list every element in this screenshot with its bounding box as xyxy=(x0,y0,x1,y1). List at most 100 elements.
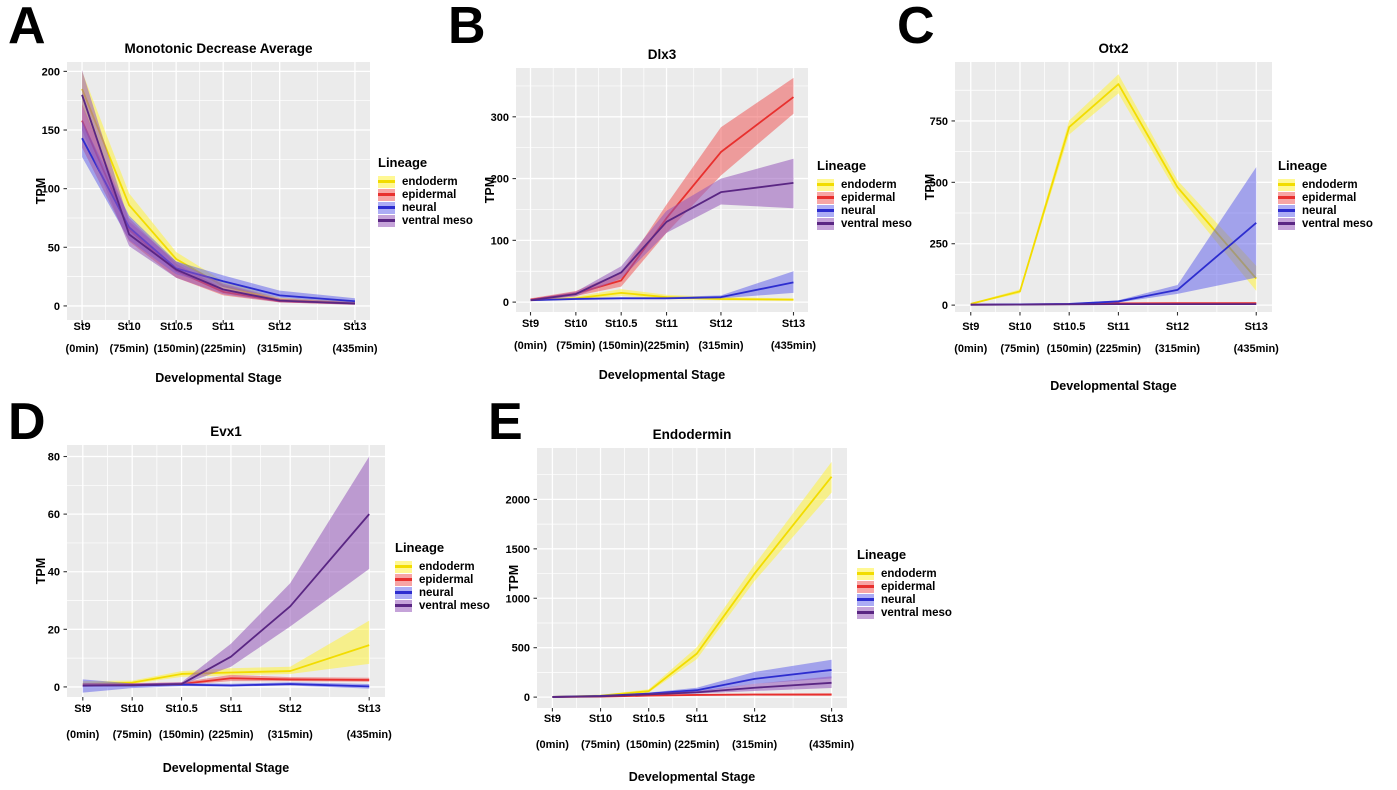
x-axis-label: Developmental Stage xyxy=(629,770,755,784)
legend-key-line xyxy=(857,572,874,575)
chart-endodermin: St9 (0min) St10 (75min) St10.5 (150min) St11 (2… xyxy=(506,427,855,784)
x-tick-label: St10 xyxy=(117,321,140,333)
x-time-label: (150min) xyxy=(159,729,205,741)
y-axis-label: TPM xyxy=(34,178,48,204)
legend-item-label: epidermal xyxy=(419,573,474,586)
x-tick-label: St9 xyxy=(74,703,91,715)
x-time-label: (315min) xyxy=(732,739,778,751)
panel-letter: C xyxy=(897,0,935,55)
chart-title: Otx2 xyxy=(1098,41,1128,56)
x-time-label: (315min) xyxy=(257,343,303,355)
legend-item-neural: neural xyxy=(1278,204,1373,217)
legend-key-line xyxy=(817,196,834,199)
legend-key-swatch xyxy=(395,586,412,599)
legend-item-label: neural xyxy=(881,593,916,606)
legend-item-label: endoderm xyxy=(402,175,458,188)
x-tick-label: St11 xyxy=(220,703,243,715)
legend-item-neural: neural xyxy=(857,593,952,606)
y-tick-label: 20 xyxy=(48,624,60,636)
x-time-label: (150min) xyxy=(599,340,645,352)
series-line-ventral-meso xyxy=(530,182,794,302)
legend-key-swatch xyxy=(1278,191,1295,204)
x-tick-label: St9 xyxy=(544,713,561,725)
y-tick-label: 0 xyxy=(942,300,948,312)
series-group xyxy=(82,456,370,693)
y-tick-label: 100 xyxy=(42,184,60,196)
y-tick-label: 0 xyxy=(54,301,60,313)
legend-item-label: ventral meso xyxy=(881,606,952,619)
legend-key-line xyxy=(857,611,874,614)
y-tick-label: 150 xyxy=(42,125,60,137)
x-time-label: (315min) xyxy=(268,729,314,741)
legend-key-swatch xyxy=(857,580,874,593)
legend-item-label: endoderm xyxy=(419,560,475,573)
legend-item-label: neural xyxy=(402,201,437,214)
x-tick-label: St10.5 xyxy=(165,703,197,715)
legend-key-line xyxy=(378,219,395,222)
legend-title: Lineage xyxy=(378,155,428,170)
legend-item-label: endoderm xyxy=(881,567,937,580)
x-tick-label: St11 xyxy=(212,321,235,333)
x-time-label: (150min) xyxy=(626,739,672,751)
legend-item-epidermal: epidermal xyxy=(857,580,952,593)
series-line-ventral-meso xyxy=(970,303,1257,306)
legend-key-swatch xyxy=(378,201,395,214)
x-time-label: (435min) xyxy=(809,739,855,751)
legend-item-ventral-meso: ventral meso xyxy=(817,217,912,230)
lineage-legend: Lineage endoderm epidermal neural ventral me… xyxy=(857,547,952,619)
y-tick-label: 500 xyxy=(512,643,530,655)
x-tick-label: St10 xyxy=(589,713,612,725)
x-time-label: (225min) xyxy=(201,343,247,355)
legend-item-endoderm: endoderm xyxy=(817,178,912,191)
legend-title: Lineage xyxy=(857,547,907,562)
y-tick-label: 0 xyxy=(503,297,509,309)
legend-key-line xyxy=(1278,222,1295,225)
legend-key-line xyxy=(378,206,395,209)
panel-letter: E xyxy=(488,393,523,451)
series-ribbon-ventral-meso xyxy=(530,158,794,301)
x-time-label: (315min) xyxy=(1155,343,1201,355)
lineage-legend: Lineage endoderm epidermal neural ventral me… xyxy=(817,158,912,230)
x-time-label: (225min) xyxy=(208,729,254,741)
panel-letter: A xyxy=(8,0,46,55)
x-time-label: (75min) xyxy=(556,340,595,352)
x-time-label: (150min) xyxy=(154,343,200,355)
legend-key-swatch xyxy=(378,188,395,201)
legend-key-swatch xyxy=(378,214,395,227)
chart-otx2: St9 (0min) St10 (75min) St10.5 (150min) St11 (2… xyxy=(923,41,1279,393)
legend-key-line xyxy=(1278,183,1295,186)
legend-item-endoderm: endoderm xyxy=(857,567,952,580)
series-line-ventral-meso xyxy=(552,681,832,698)
legend-key-line xyxy=(857,598,874,601)
legend-key-line xyxy=(817,209,834,212)
x-tick-label: St10.5 xyxy=(605,318,637,330)
legend-key-line xyxy=(817,222,834,225)
legend-item-epidermal: epidermal xyxy=(817,191,912,204)
y-tick-label: 50 xyxy=(48,242,60,254)
y-tick-label: 100 xyxy=(491,235,509,247)
x-axis-label: Developmental Stage xyxy=(163,761,289,775)
legend-key-line xyxy=(857,585,874,588)
legend-item-ventral-meso: ventral meso xyxy=(395,599,490,612)
y-tick-label: 300 xyxy=(491,112,509,124)
legend-key-line xyxy=(817,183,834,186)
series-line-ventral-meso xyxy=(81,94,355,305)
legend-key-swatch xyxy=(1278,204,1295,217)
x-time-label: (75min) xyxy=(581,739,620,751)
legend-title: Lineage xyxy=(395,540,445,555)
chart-title: Dlx3 xyxy=(648,47,677,62)
lineage-legend: Lineage endoderm epidermal neural ventral me… xyxy=(395,540,490,612)
legend-item-endoderm: endoderm xyxy=(1278,178,1373,191)
x-time-label: (435min) xyxy=(347,729,393,741)
legend-key-swatch xyxy=(817,217,834,230)
legend-key-swatch xyxy=(395,560,412,573)
legend-item-label: epidermal xyxy=(1302,191,1357,204)
legend-item-endoderm: endoderm xyxy=(395,560,490,573)
y-tick-label: 80 xyxy=(48,452,60,464)
legend-item-epidermal: epidermal xyxy=(395,573,490,586)
legend-key-line xyxy=(378,180,395,183)
x-tick-label: St12 xyxy=(279,703,302,715)
x-time-label: (75min) xyxy=(110,343,149,355)
legend-key-swatch xyxy=(817,191,834,204)
legend-item-ventral-meso: ventral meso xyxy=(857,606,952,619)
